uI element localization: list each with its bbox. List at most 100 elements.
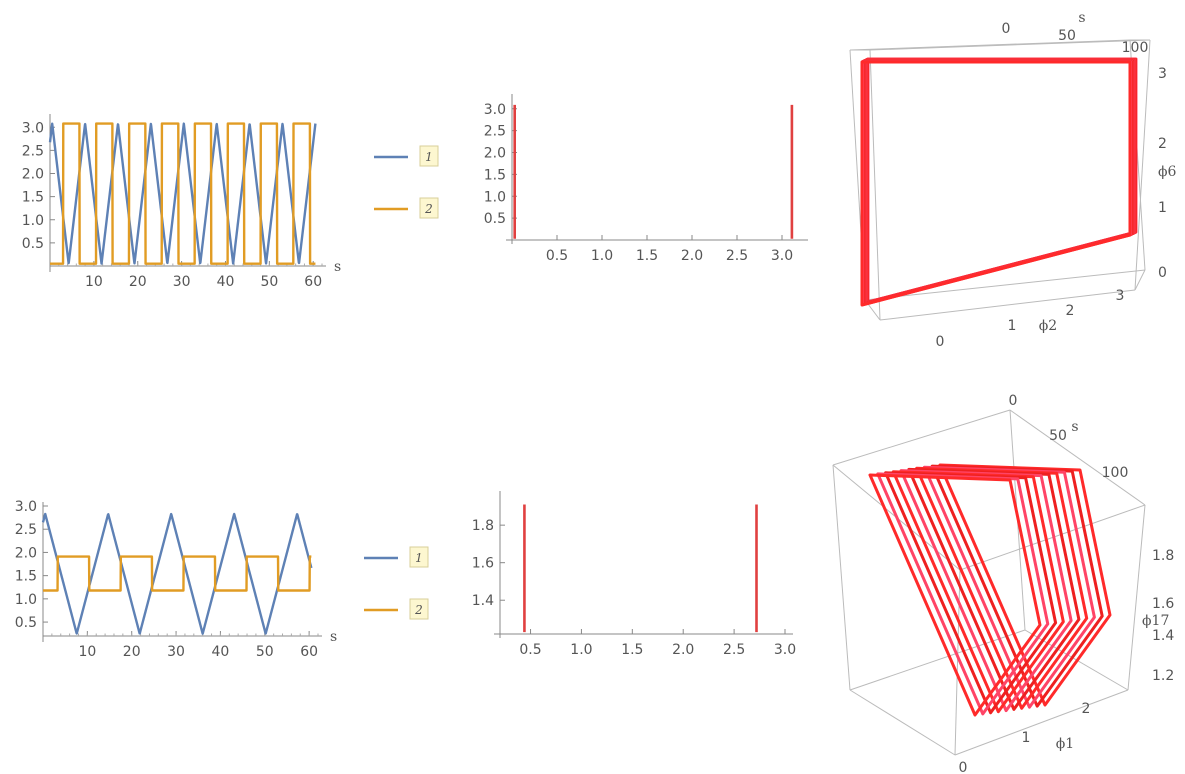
bottom-left-series-2-line (42, 555, 313, 592)
top-left-legend-box-2 (419, 197, 439, 219)
bottom-left-series-1-line (41, 512, 313, 635)
top-right-z-axis-label: ϕ6 (1158, 164, 1177, 180)
top-right-s-tick: 0 (1002, 21, 1011, 37)
top-middle-ytick-label: 2.0 (484, 146, 506, 162)
top-left-xtick-label: 30 (173, 274, 191, 290)
top-right-loop (866, 57, 1137, 304)
top-right-box-edge (1134, 269, 1146, 291)
top-left-ytick-label: 0.5 (22, 236, 44, 252)
bottom-left-legend-label-2: 2 (414, 603, 423, 617)
bottom-right-x-tick: 0 (959, 760, 968, 774)
top-middle-ytick-label: 3.0 (484, 102, 506, 118)
bottom-right-z-tick: 1.8 (1152, 548, 1174, 564)
bottom-right-box-edge (849, 689, 956, 756)
top-right-box-edge (1134, 39, 1151, 291)
top-middle-ytick-label: 2.5 (484, 124, 506, 140)
bottom-left-xtick-label: 60 (300, 644, 318, 660)
top-left-xtick-label: 40 (217, 274, 235, 290)
bottom-right-box-edge (832, 464, 851, 691)
bottom-right-s-axis-label: s (1071, 419, 1078, 435)
bottom-left-xlabel: s (330, 629, 337, 645)
bottom-right-box-edge (832, 409, 1011, 466)
bottom-middle-xtick-label: 2.5 (723, 642, 745, 658)
top-left-ytick-label: 2.0 (22, 167, 44, 183)
bottom-middle-xtick-label: 2.0 (672, 642, 694, 658)
top-right-s-tick: 50 (1058, 28, 1076, 44)
top-right-x-axis-label: ϕ2 (1039, 318, 1057, 334)
top-left-ytick-label: 1.5 (22, 190, 44, 206)
top-left-legend-label-2: 2 (424, 202, 433, 216)
bottom-right-box-edge (1127, 504, 1146, 691)
top-left-ytick-label: 2.5 (22, 143, 44, 159)
bottom-left-ytick-label: 2.5 (15, 522, 37, 538)
top-left-xtick-label: 50 (260, 274, 278, 290)
top-left-xlabel: s (334, 259, 341, 275)
bottom-right-s-tick: 0 (1009, 393, 1018, 409)
top-left-xtick-label: 60 (304, 274, 322, 290)
top-right-box-edge (864, 269, 1146, 301)
bottom-left-panel: 10 20 30 40 50 60 0.5 1.0 1.5 2.0 2.5 3.0 s 1 2 (15, 499, 429, 660)
bottom-left-xtick-label: 10 (78, 644, 96, 660)
bottom-left-legend-label-1: 1 (415, 551, 423, 565)
top-left-legend-label-1: 1 (425, 150, 433, 164)
bottom-middle-xtick-label: 1.0 (570, 642, 592, 658)
bottom-middle-xtick-label: 3.0 (774, 642, 796, 658)
bottom-right-s-tick: 50 (1049, 428, 1067, 444)
top-middle-ytick-label: 1.5 (484, 167, 506, 183)
top-right-z-tick: 2 (1158, 136, 1167, 152)
bottom-left-xtick-label: 40 (212, 644, 230, 660)
bottom-left-ytick-label: 0.5 (15, 615, 37, 631)
top-right-box-edge (869, 49, 881, 321)
bottom-right-box-edge (1009, 409, 1146, 506)
top-right-box-edge (869, 39, 1151, 51)
bottom-left-xtick-label: 50 (256, 644, 274, 660)
bottom-right-loop (868, 473, 1042, 717)
top-middle-xtick-label: 0.5 (546, 248, 568, 264)
bottom-right-x-tick: 2 (1082, 701, 1091, 717)
bottom-left-xtick-label: 30 (167, 644, 185, 660)
bottom-middle-xtick-label: 0.5 (519, 642, 541, 658)
top-right-z-tick: 0 (1158, 265, 1167, 281)
top-middle-ytick-label: 1.0 (484, 189, 506, 205)
top-left-xtick-label: 20 (129, 274, 147, 290)
bottom-middle-ytick-label: 1.4 (472, 593, 494, 609)
bottom-middle-xtick-label: 1.5 (621, 642, 643, 658)
top-right-s-tick: 100 (1122, 40, 1149, 56)
bottom-left-ytick-label: 1.5 (15, 569, 37, 585)
bottom-right-box-edge (849, 629, 1026, 691)
bottom-left-ytick-label: 1.0 (15, 592, 37, 608)
top-middle-panel: 0.5 1.0 1.5 2.0 2.5 3.0 0.5 1.0 1.5 2.0 2.5 3.0 (484, 94, 808, 264)
top-right-box-edge (879, 289, 1136, 321)
bottom-right-panel: 0 50 100 s 1.8 1.6 1.4 1.2 ϕ17 0 1 2 ϕ1 (832, 393, 1174, 774)
top-right-x-tick: 3 (1116, 288, 1125, 304)
top-right-x-tick: 2 (1066, 303, 1075, 319)
top-left-ytick-label: 3.0 (22, 120, 44, 136)
top-right-z-tick: 1 (1158, 200, 1167, 216)
top-right-s-axis-label: s (1078, 10, 1085, 26)
top-left-series-2-line (49, 122, 317, 265)
top-left-ytick-label: 1.0 (22, 213, 44, 229)
top-middle-xtick-label: 1.5 (636, 248, 658, 264)
top-right-z-tick: 3 (1158, 66, 1167, 82)
bottom-right-z-axis-label: ϕ17 (1142, 613, 1169, 629)
bottom-middle-ytick-label: 1.8 (472, 518, 494, 534)
top-right-loop (864, 58, 1136, 305)
top-left-xtick-label: 10 (85, 274, 103, 290)
top-right-x-tick: 0 (936, 334, 945, 350)
bottom-left-xtick-label: 20 (123, 644, 141, 660)
top-left-legend-box-1 (419, 145, 439, 167)
bottom-right-loop (938, 463, 1112, 707)
top-right-box-edge (849, 39, 1131, 51)
top-middle-ytick-label: 0.5 (484, 211, 506, 227)
top-right-loop (860, 60, 1132, 307)
bottom-right-box-edge (954, 689, 1129, 756)
top-right-x-tick: 1 (1008, 318, 1017, 334)
top-left-panel: 10 20 30 40 50 60 0.5 1.0 1.5 2.0 2.5 3.0 s 1 2 (22, 114, 439, 290)
bottom-left-ytick-label: 2.0 (15, 545, 37, 561)
top-right-loop (862, 59, 1134, 306)
top-middle-xtick-label: 2.5 (726, 248, 748, 264)
top-right-panel: 0 50 100 s 3 2 1 0 ϕ6 0 1 2 3 ϕ2 (849, 10, 1177, 350)
bottom-right-x-tick: 1 (1022, 730, 1031, 746)
bottom-right-z-tick: 1.6 (1152, 596, 1174, 612)
